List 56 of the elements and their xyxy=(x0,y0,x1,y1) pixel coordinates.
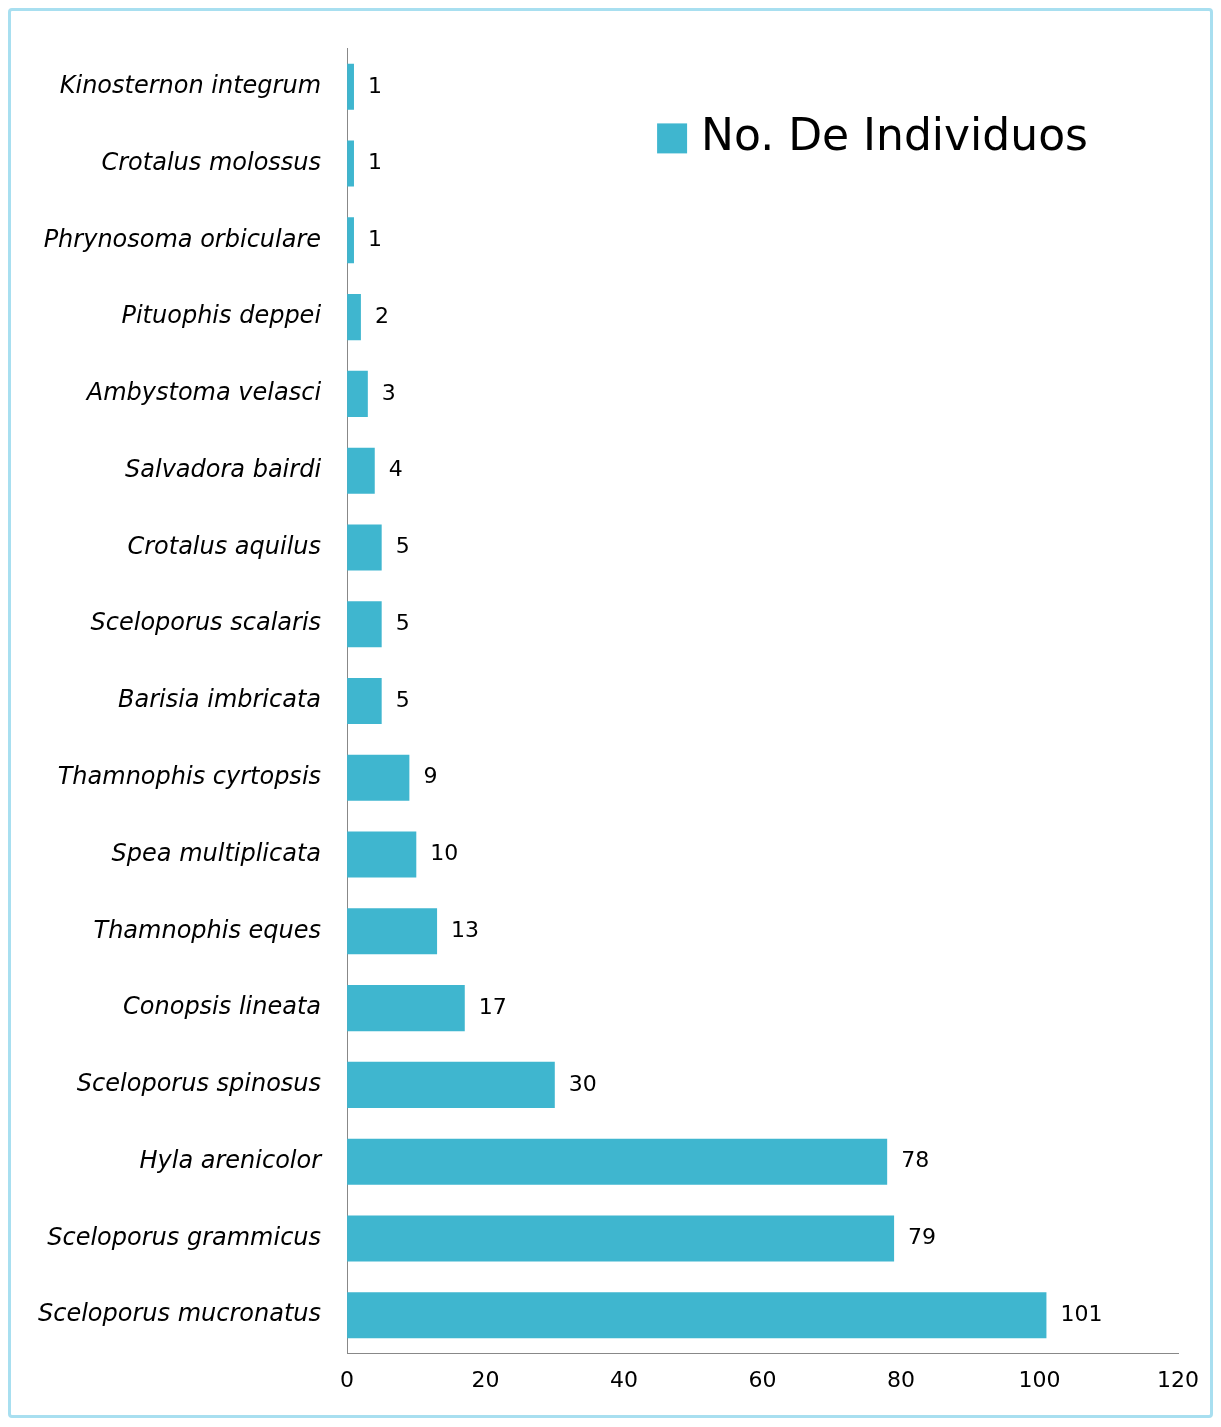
bar xyxy=(347,754,410,801)
y-tick-label: Ambystoma velasci xyxy=(84,378,322,407)
y-tick-label: Sceloporus spinosus xyxy=(76,1069,322,1098)
x-tick-label: 0 xyxy=(340,1366,355,1392)
x-tick-label: 80 xyxy=(887,1366,916,1392)
bar xyxy=(347,601,382,648)
y-tick-label: Sceloporus scalaris xyxy=(90,608,322,637)
y-tick-label: Crotalus aquilus xyxy=(127,531,322,560)
data-label: 3 xyxy=(381,379,396,405)
x-tick-label: 60 xyxy=(748,1366,777,1392)
bar xyxy=(347,524,382,571)
x-tick-label: 120 xyxy=(1157,1366,1199,1392)
y-tick-label: Sceloporus grammicus xyxy=(47,1222,322,1251)
y-tick-label: Kinosternon integrum xyxy=(59,71,322,100)
data-label: 2 xyxy=(374,302,389,328)
y-tick-label: Crotalus molossus xyxy=(101,147,322,176)
bar xyxy=(347,677,382,725)
bar xyxy=(347,1138,888,1185)
y-tick-label: Sceloporus mucronatus xyxy=(37,1299,322,1328)
bar xyxy=(347,370,368,417)
y-tick-label: Phrynosoma orbiculare xyxy=(43,224,322,253)
y-tick-label: Conopsis lineata xyxy=(123,992,322,1021)
x-tick-label: 40 xyxy=(610,1366,639,1392)
x-tick-label: 20 xyxy=(471,1366,500,1392)
bar xyxy=(347,1215,895,1262)
data-label: 5 xyxy=(395,609,410,635)
data-label: 5 xyxy=(395,686,410,712)
x-tick-label: 100 xyxy=(1018,1366,1061,1392)
data-label: 4 xyxy=(388,456,403,482)
bar xyxy=(347,1061,555,1108)
bar xyxy=(347,447,375,494)
y-tick-label: Spea multiplicata xyxy=(111,838,322,867)
data-label: 1 xyxy=(367,72,382,98)
y-tick-label: Salvadora bairdi xyxy=(125,454,322,483)
bar xyxy=(347,985,465,1032)
bar xyxy=(347,831,417,878)
data-label: 79 xyxy=(908,1224,937,1250)
data-label: 5 xyxy=(395,533,410,559)
y-tick-label: Thamnophis eques xyxy=(93,915,322,944)
y-tick-label: Hyla arenicolor xyxy=(139,1145,324,1174)
data-label: 1 xyxy=(367,149,382,175)
data-label: 1 xyxy=(367,226,382,252)
data-label: 13 xyxy=(451,917,480,943)
bar xyxy=(347,1292,1047,1339)
y-tick-label: Thamnophis cyrtopsis xyxy=(57,762,322,791)
legend-label: No. De Individuos xyxy=(701,108,1089,160)
data-label: 9 xyxy=(423,763,438,789)
data-label: 30 xyxy=(568,1070,597,1096)
bar xyxy=(347,908,438,955)
data-label: 17 xyxy=(478,993,507,1019)
data-label: 101 xyxy=(1060,1300,1103,1326)
y-tick-label: Pituophis deppei xyxy=(121,301,322,330)
y-tick-label: Barisia imbricata xyxy=(117,685,322,714)
data-label: 78 xyxy=(901,1147,930,1173)
data-label: 10 xyxy=(430,840,459,866)
bar xyxy=(347,294,361,341)
